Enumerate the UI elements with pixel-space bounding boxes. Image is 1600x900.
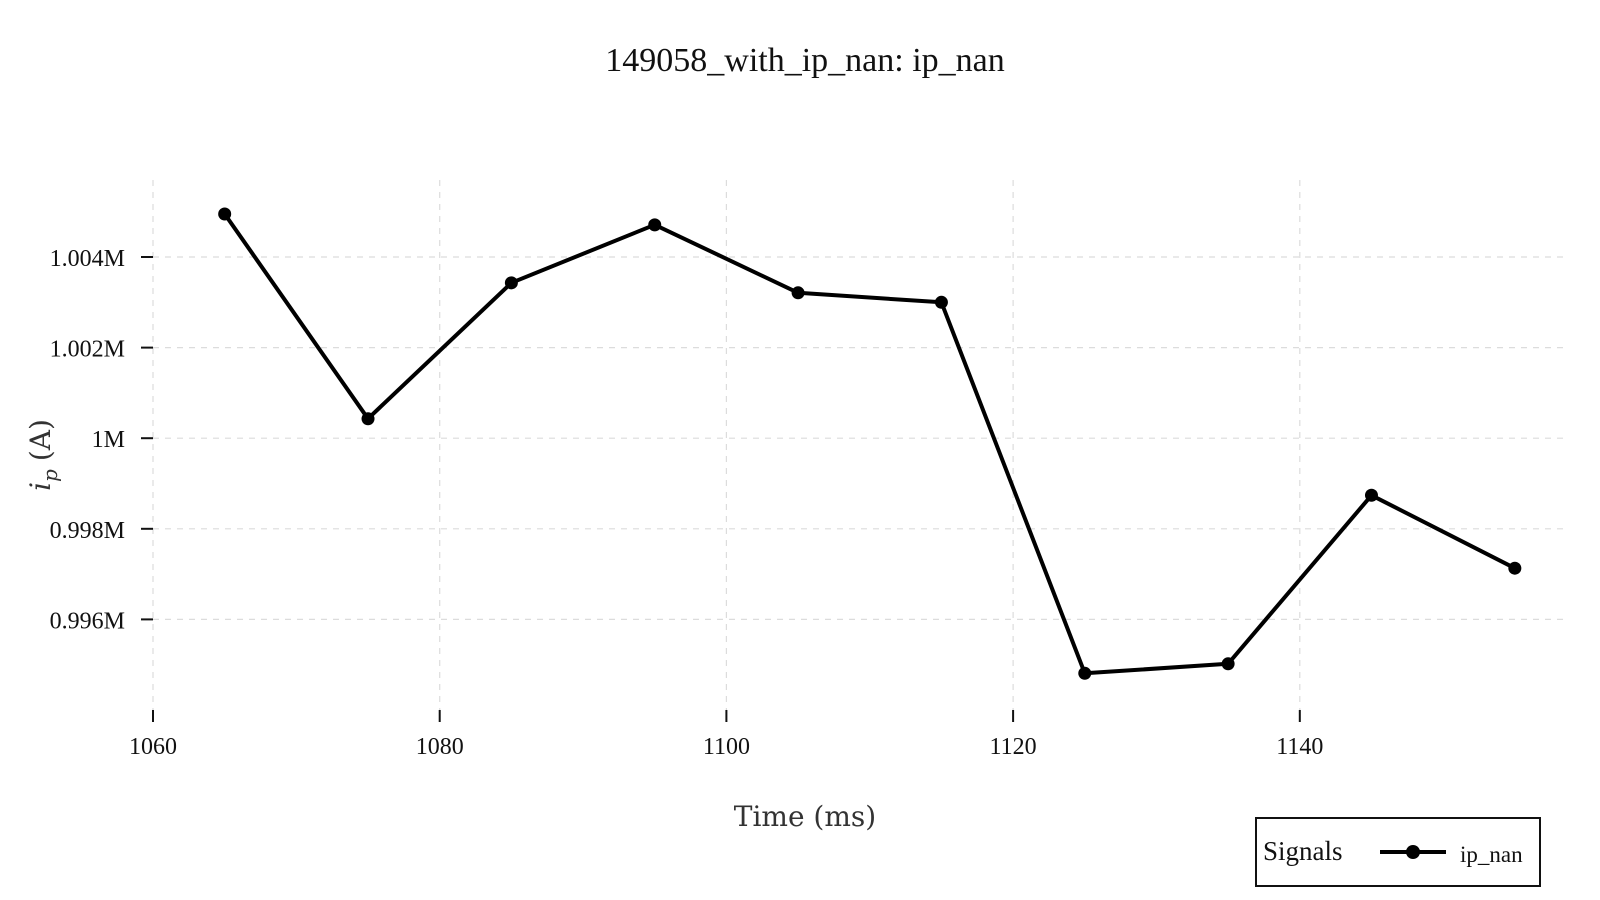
- data-point: [1508, 561, 1522, 575]
- x-tick-label: 1060: [129, 734, 177, 760]
- data-point: [504, 276, 518, 290]
- legend: Signals ip_nan: [1255, 817, 1541, 887]
- data-point: [218, 207, 232, 221]
- data-point: [361, 412, 375, 426]
- data-point: [791, 286, 805, 300]
- data-point: [1364, 488, 1378, 502]
- y-axis: 0.996M 0.998M 1M 1.002M 1.004M: [50, 246, 153, 634]
- series-line: [223, 212, 1516, 676]
- y-axis-label-unit: (A): [24, 419, 57, 461]
- y-axis-label-symbol: i: [24, 482, 57, 491]
- x-axis: 1060 1080 1100 1120 1140: [129, 710, 1323, 760]
- series-layer: [218, 207, 1522, 680]
- grid: [152, 180, 1565, 710]
- data-point: [1221, 657, 1235, 671]
- x-axis-label: Time (ms): [734, 800, 876, 833]
- legend-marker: [1406, 845, 1420, 859]
- y-axis-label-subscript: p: [38, 469, 62, 482]
- y-tick-label: 1M: [92, 427, 125, 453]
- x-tick-label: 1120: [990, 734, 1037, 760]
- y-tick-label: 0.998M: [50, 518, 125, 544]
- y-tick-label: 1.002M: [50, 337, 125, 363]
- data-point: [1078, 666, 1092, 680]
- legend-entry-label: ip_nan: [1460, 842, 1523, 867]
- y-tick-label: 1.004M: [50, 246, 125, 272]
- chart-title: 149058_with_ip_nan: ip_nan: [605, 42, 1004, 79]
- y-axis-label: ip (A): [24, 419, 62, 491]
- x-tick-label: 1140: [1276, 734, 1323, 760]
- data-point: [934, 295, 948, 309]
- x-tick-label: 1080: [416, 734, 464, 760]
- x-tick-label: 1100: [703, 734, 750, 760]
- legend-title: Signals: [1263, 836, 1343, 866]
- data-point: [648, 218, 662, 232]
- y-tick-label: 0.996M: [50, 608, 125, 634]
